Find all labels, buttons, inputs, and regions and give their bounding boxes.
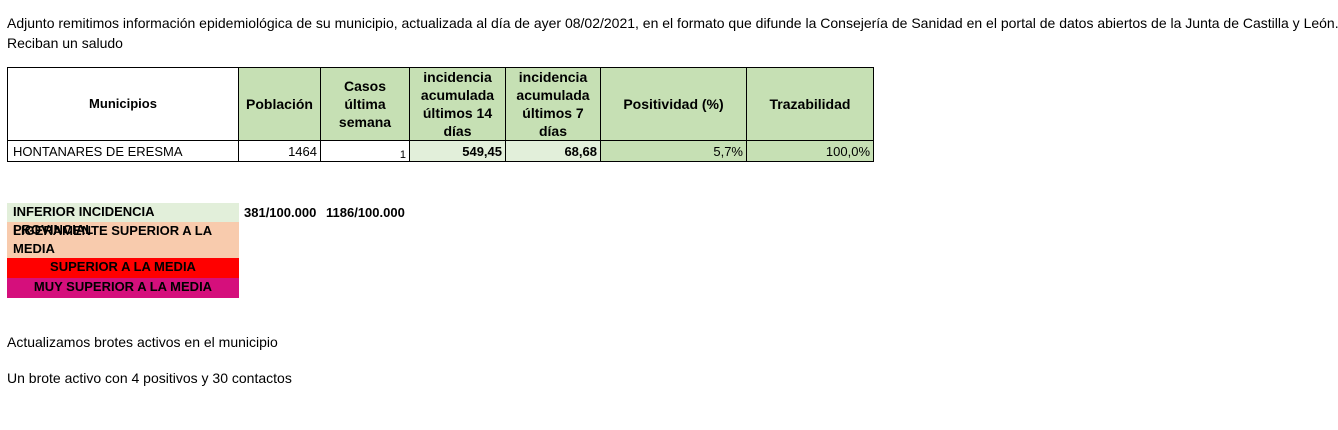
- cell-trazabilidad: 100,0%: [746, 140, 874, 162]
- header-trazabilidad: Trazabilidad: [746, 67, 874, 141]
- legend-item-ligeramente-superior: LIGERAMENTE SUPERIOR A LA MEDIA: [7, 222, 239, 258]
- header-municipios: Municipios: [7, 67, 239, 141]
- table-header-row: Municipios Población Casos última semana…: [7, 67, 874, 141]
- cell-casos: 1: [320, 140, 410, 162]
- incidence-legend: INFERIOR INCIDENCIA PROVINCIAL LIGERAMEN…: [7, 203, 239, 298]
- header-positividad: Positividad (%): [600, 67, 747, 141]
- cell-ia14: 549,45: [409, 140, 506, 162]
- header-casos: Casos última semana: [320, 67, 410, 141]
- header-ia14: incidencia acumulada últimos 14 días: [409, 67, 506, 141]
- intro-text: Adjunto remitimos información epidemioló…: [7, 13, 1338, 53]
- cell-ia7: 68,68: [505, 140, 601, 162]
- epidemiology-table: Municipios Población Casos última semana…: [7, 67, 874, 162]
- intro-line-1: Adjunto remitimos información epidemioló…: [7, 15, 1338, 31]
- intro-line-2: Reciban un saludo: [7, 35, 123, 51]
- cell-municipio: HONTANARES DE ERESMA: [7, 140, 239, 162]
- legend-value-provincial: 381/100.000: [244, 205, 317, 220]
- legend-value-media: 1186/100.000: [326, 205, 405, 220]
- cell-poblacion: 1464: [238, 140, 321, 162]
- legend-item-inferior: INFERIOR INCIDENCIA PROVINCIAL: [7, 203, 239, 237]
- brotes-detail: Un brote activo con 4 positivos y 30 con…: [7, 370, 292, 386]
- header-ia7: incidencia acumulada últimos 7 días: [505, 67, 601, 141]
- brotes-title: Actualizamos brotes activos en el munici…: [7, 334, 278, 350]
- header-poblacion: Población: [238, 67, 321, 141]
- table-row: HONTANARES DE ERESMA 1464 1 549,45 68,68…: [7, 140, 874, 162]
- cell-positividad: 5,7%: [600, 140, 747, 162]
- legend-item-superior: SUPERIOR A LA MEDIA: [7, 258, 239, 278]
- legend-item-muy-superior: MUY SUPERIOR A LA MEDIA: [7, 278, 239, 298]
